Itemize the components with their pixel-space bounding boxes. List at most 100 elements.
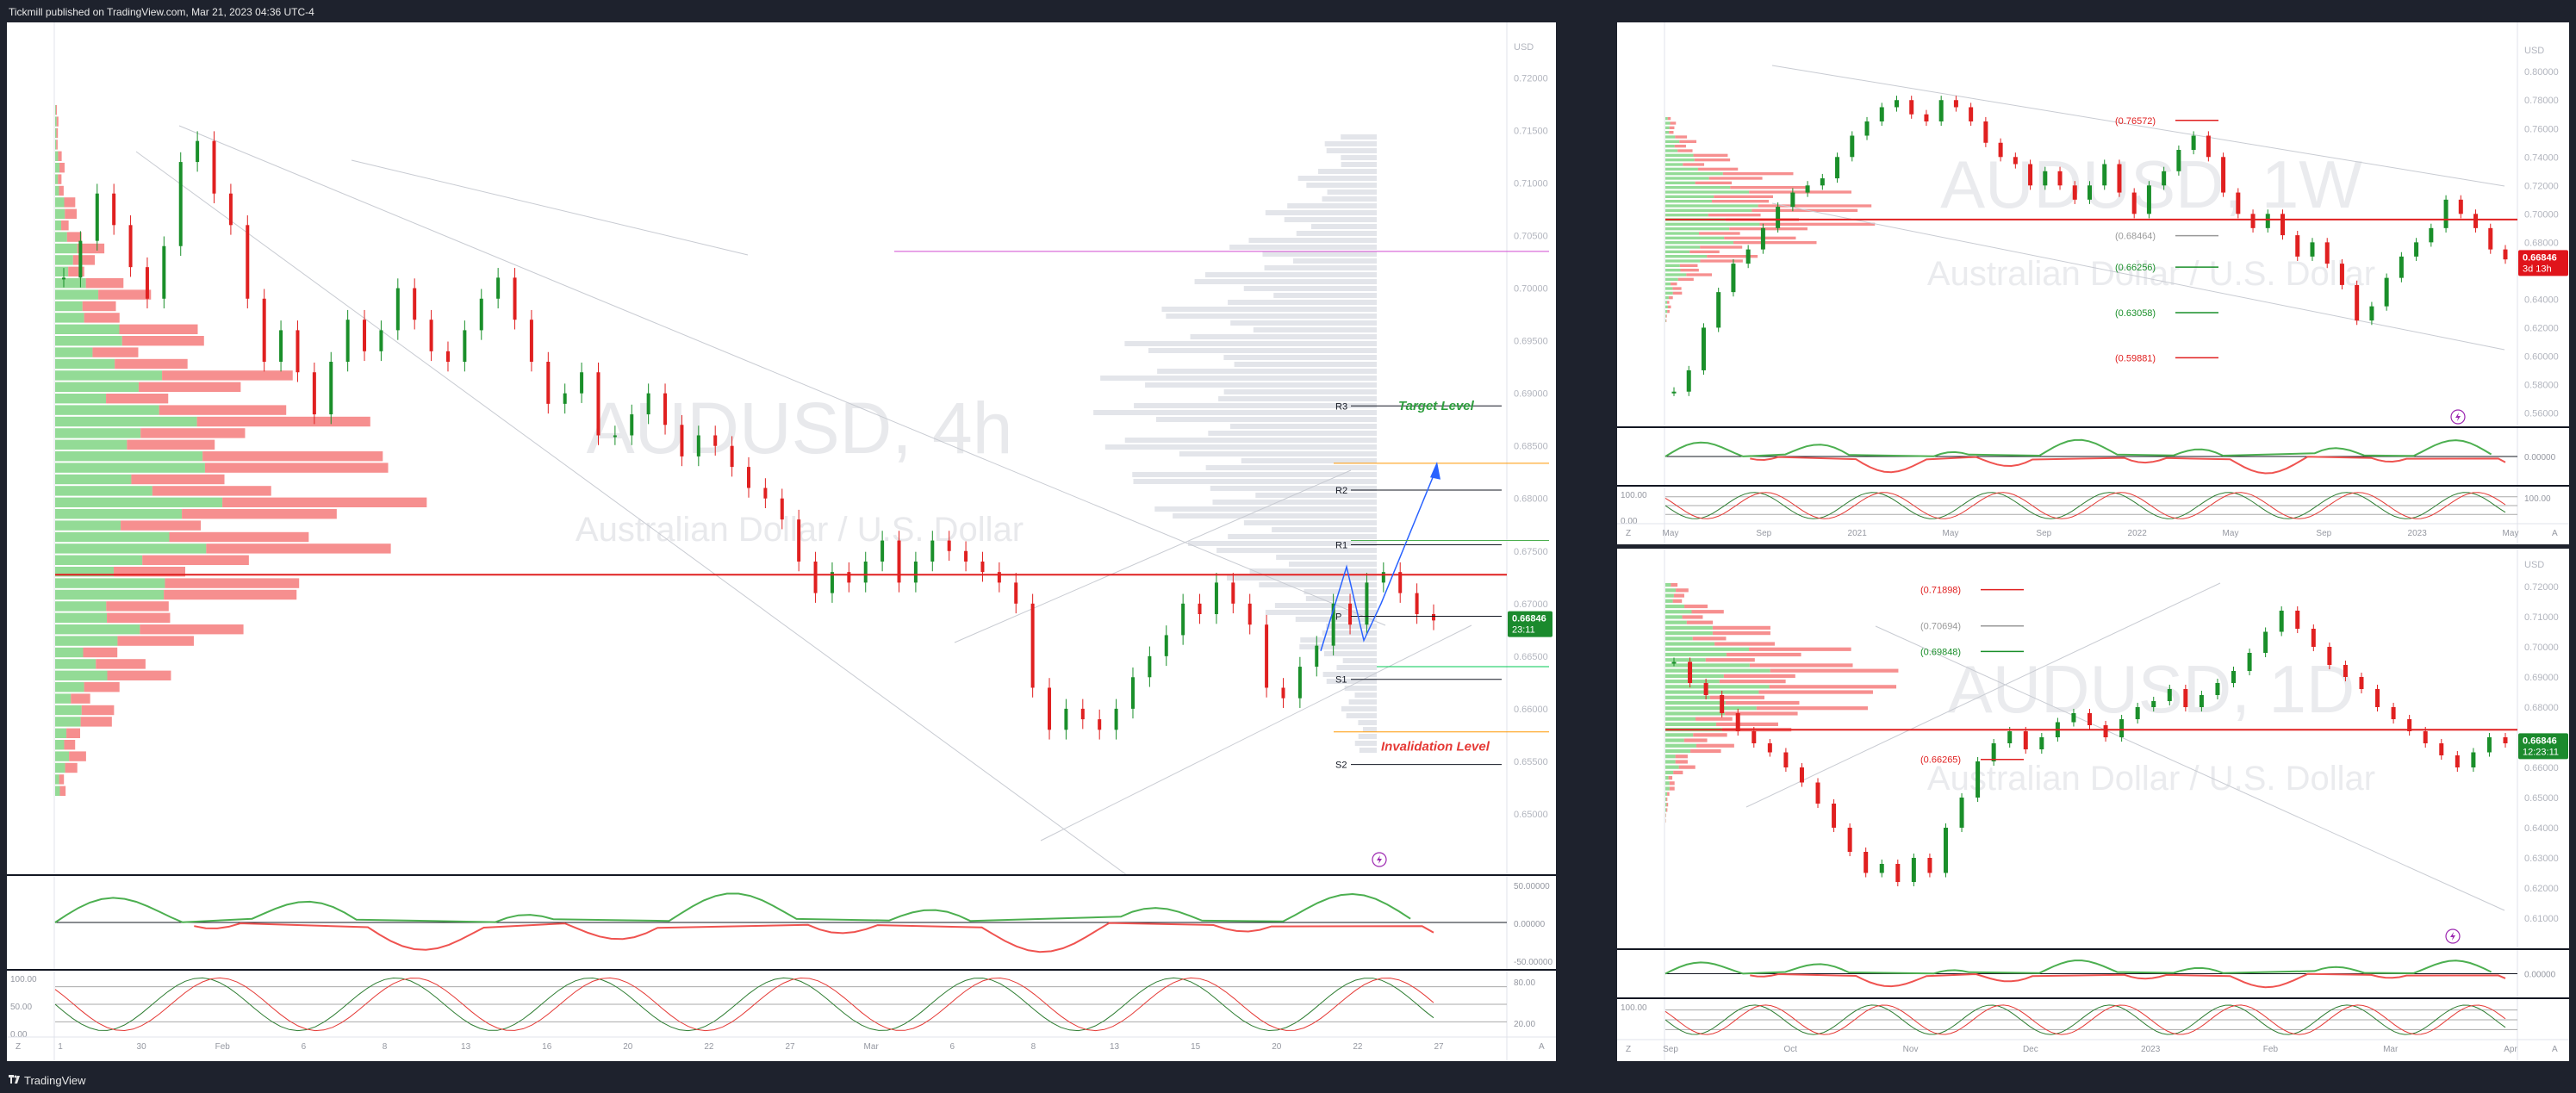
candle-body <box>1181 603 1185 636</box>
candle-body <box>262 298 266 363</box>
time-tick-label: Mar <box>864 1042 880 1052</box>
price-tick-label: 0.74000 <box>2524 152 2559 163</box>
volume-profile-bar-down <box>204 463 389 473</box>
oscillator-axis-label: -50.00000 <box>1514 958 1552 967</box>
volume-profile-bar-up <box>1665 583 1671 587</box>
session-volume-profile-bar <box>1341 706 1377 711</box>
candle-body <box>2458 199 2463 214</box>
candle-body <box>2369 306 2374 321</box>
volume-profile-bar-down <box>121 336 204 346</box>
volume-profile-bar-up <box>1665 277 1678 281</box>
volume-profile-bar-up <box>55 232 67 242</box>
volume-profile-bar-down <box>1666 808 1668 812</box>
chart-panel-4h[interactable]: AUDUSD, 4h Australian Dollar / U.S. Dolla… <box>7 22 1556 1061</box>
volume-profile-bar-down <box>1707 255 1758 258</box>
lightning-icon-glyph <box>2455 413 2461 421</box>
time-tick-label: 13 <box>1110 1042 1120 1052</box>
volume-profile-bar-down <box>1729 227 1808 231</box>
volume-profile-bar-down <box>164 589 297 600</box>
session-volume-profile-bar <box>1304 589 1377 594</box>
candle-body <box>2162 171 2167 186</box>
chart-svg-weekly[interactable]: AUDUSD, 1W Australian Dollar / U.S. Dolla… <box>1617 22 2569 544</box>
chart-panel-weekly[interactable]: AUDUSD, 1W Australian Dollar / U.S. Dolla… <box>1617 22 2569 544</box>
left-toolbar-strip <box>7 22 53 1061</box>
time-tick-label: Mar <box>2383 1045 2399 1054</box>
volume-profile-bar-up <box>1665 145 1675 148</box>
time-tick-label: 16 <box>542 1042 552 1052</box>
candle-body <box>2247 653 2252 671</box>
candle-body <box>1415 593 1419 615</box>
volume-profile-bar-up <box>1665 765 1679 769</box>
candle-body <box>2183 689 2188 707</box>
candle-body <box>1911 858 1916 882</box>
candle-body <box>1783 752 1789 767</box>
candle-body <box>2263 631 2268 653</box>
chart-panel-daily[interactable]: AUDUSD, 1D Australian Dollar / U.S. Dolla… <box>1617 549 2569 1061</box>
volume-profile-bar-down <box>1669 131 1674 134</box>
volume-profile-bar-down <box>1698 232 1740 235</box>
time-tick-label: Sep <box>1756 529 1771 538</box>
volume-profile-bar-up <box>1665 760 1676 764</box>
pivot-level-label: S1 <box>1335 675 1347 686</box>
volume-profile-bar-up <box>55 336 122 346</box>
session-volume-profile-bar <box>1190 334 1377 339</box>
volume-profile-bar-down <box>84 682 120 692</box>
time-tick-label: 2022 <box>2128 529 2148 538</box>
candle-body <box>212 140 216 194</box>
volume-profile-bar-up <box>55 555 143 565</box>
candle-body <box>580 372 584 394</box>
stochastic-k-line <box>1664 1004 2506 1035</box>
bar-countdown: 3d 13h <box>2523 264 2552 274</box>
candle-body <box>1969 107 1974 121</box>
candle-body <box>1248 603 1252 625</box>
candle-body <box>1701 327 1706 370</box>
volume-profile-bar-up <box>1665 241 1733 245</box>
oscillator-axis-label: 0.00000 <box>2524 453 2556 463</box>
volume-profile-bar-down <box>1672 599 1683 603</box>
chart-svg-daily[interactable]: AUDUSD, 1D Australian Dollar / U.S. Dolla… <box>1617 549 2569 1061</box>
volume-profile-bar-up <box>1665 642 1715 646</box>
volume-profile-bar-down <box>1686 620 1714 624</box>
candle-body <box>196 140 200 163</box>
volume-profile-bar-down <box>58 174 62 184</box>
candle-body <box>1064 708 1068 730</box>
volume-profile-bar-up <box>1665 200 1713 203</box>
price-tick-label: 0.64000 <box>2524 823 2559 834</box>
candle-body <box>1297 667 1302 699</box>
candle-body <box>413 288 417 320</box>
candle-body <box>1198 603 1202 615</box>
volume-profile-bar-up <box>55 740 65 750</box>
volume-profile-bar-down <box>1672 291 1683 295</box>
auto-scale-button[interactable]: A <box>2552 1045 2558 1054</box>
candle-body <box>1281 687 1285 699</box>
volume-profile-bar-down <box>1667 305 1671 308</box>
volume-profile-bar-up <box>1665 663 1750 668</box>
volume-profile-bar-down <box>1665 314 1667 318</box>
candle-body <box>2423 731 2428 743</box>
candle-body <box>2103 725 2108 737</box>
candle-body <box>95 193 99 241</box>
zoom-reset-button[interactable]: Z <box>16 1042 21 1052</box>
volume-profile-bar-up <box>1665 121 1671 125</box>
volume-profile-bar-up <box>55 463 205 473</box>
volume-profile-bar-down <box>80 717 112 727</box>
volume-profile-bar-down <box>77 243 105 254</box>
auto-scale-button[interactable]: A <box>1539 1042 1545 1052</box>
auto-scale-button[interactable]: A <box>2552 529 2558 538</box>
volume-profile-bar-down <box>59 774 65 785</box>
volume-profile-bar-up <box>1665 615 1683 619</box>
volume-profile-bar-up <box>55 751 70 761</box>
time-tick-label: May <box>2503 529 2519 538</box>
volume-profile-bar-up <box>55 278 86 289</box>
oscillator-axis-label: 0.00000 <box>2524 971 2556 980</box>
fib-level-label: (0.59881) <box>2115 353 2156 363</box>
candle-body <box>329 362 333 415</box>
volume-profile-bar-up <box>1665 245 1701 249</box>
volume-profile-bar-up <box>55 497 223 507</box>
candle-body <box>1231 582 1235 604</box>
zoom-reset-button[interactable]: Z <box>1626 1045 1631 1054</box>
zoom-reset-button[interactable]: Z <box>1626 529 1631 538</box>
volume-profile-bar-down <box>165 578 300 588</box>
price-tick-label: 0.70000 <box>2524 209 2559 220</box>
